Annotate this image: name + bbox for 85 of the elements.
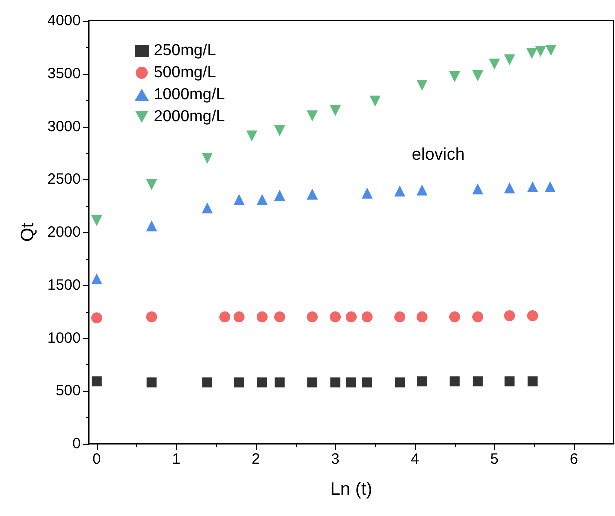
point [91, 274, 102, 285]
point [527, 182, 538, 193]
point [274, 312, 286, 323]
y-tick-label: 1500 [48, 276, 81, 294]
point [202, 378, 213, 388]
point [146, 220, 158, 232]
x-axis-title: Ln (t) [330, 479, 373, 499]
point [546, 45, 557, 56]
y-tick-label: 3500 [48, 65, 81, 82]
point [234, 378, 244, 388]
point [504, 54, 516, 66]
point [362, 188, 373, 199]
y-tick-label: 0 [72, 436, 81, 452]
x-tick-label: 2 [252, 451, 260, 468]
point [274, 125, 286, 136]
point [526, 48, 538, 60]
point [395, 378, 406, 388]
point [528, 376, 538, 387]
point [257, 378, 268, 388]
point [535, 46, 546, 58]
point [362, 312, 373, 323]
x-tick-label: 3 [331, 451, 340, 468]
point [330, 105, 342, 116]
point [234, 312, 245, 323]
point [256, 312, 268, 323]
point [370, 96, 381, 107]
x-tick-label: 1 [172, 451, 181, 468]
point [472, 376, 483, 387]
annotation: elovich [412, 145, 465, 164]
legend-label: 1000mg/L [154, 86, 226, 104]
point [91, 215, 102, 226]
point [449, 312, 460, 323]
point [307, 110, 318, 122]
y-axis-title: Qt [18, 222, 38, 242]
y-tick-label: 500 [56, 382, 81, 400]
y-tick-label: 3000 [48, 118, 81, 136]
y-tick-label: 2500 [48, 171, 81, 188]
point [220, 312, 231, 323]
point [346, 312, 357, 323]
point [472, 184, 484, 195]
point [330, 312, 342, 323]
point [504, 310, 516, 322]
legend-label: 500mg/L [154, 64, 216, 82]
point [416, 184, 428, 196]
point [146, 179, 158, 190]
y-tick-label: 4000 [48, 12, 81, 30]
point [527, 310, 538, 322]
point [256, 194, 268, 206]
point [274, 190, 286, 201]
point [308, 378, 318, 388]
point [472, 312, 484, 323]
point [91, 312, 102, 324]
point [146, 312, 158, 323]
point [504, 376, 515, 387]
point [489, 58, 500, 70]
legend-label: 250mg/L [154, 42, 216, 60]
point [92, 376, 102, 387]
x-tick-label: 5 [490, 451, 499, 468]
point [307, 312, 318, 323]
point [544, 182, 556, 193]
point [246, 130, 258, 142]
point [449, 72, 460, 83]
point [234, 194, 245, 206]
point [362, 378, 372, 388]
point [416, 80, 428, 92]
point [504, 182, 516, 194]
x-tick-label: 4 [410, 451, 420, 468]
point [274, 378, 285, 388]
point [146, 378, 157, 388]
y-tick-label: 2000 [48, 224, 81, 241]
point [394, 312, 406, 323]
point [417, 376, 428, 387]
point [330, 378, 341, 388]
point [416, 312, 428, 323]
point [472, 70, 484, 82]
x-tick-label: 0 [92, 451, 102, 468]
point [202, 152, 214, 164]
point [450, 376, 460, 387]
point [394, 186, 406, 197]
y-tick-label: 1000 [48, 330, 81, 347]
point [202, 202, 214, 214]
point [307, 188, 318, 200]
legend-label: 2000mg/L [154, 108, 226, 126]
x-tick-label: 6 [570, 451, 578, 468]
point [346, 378, 356, 388]
